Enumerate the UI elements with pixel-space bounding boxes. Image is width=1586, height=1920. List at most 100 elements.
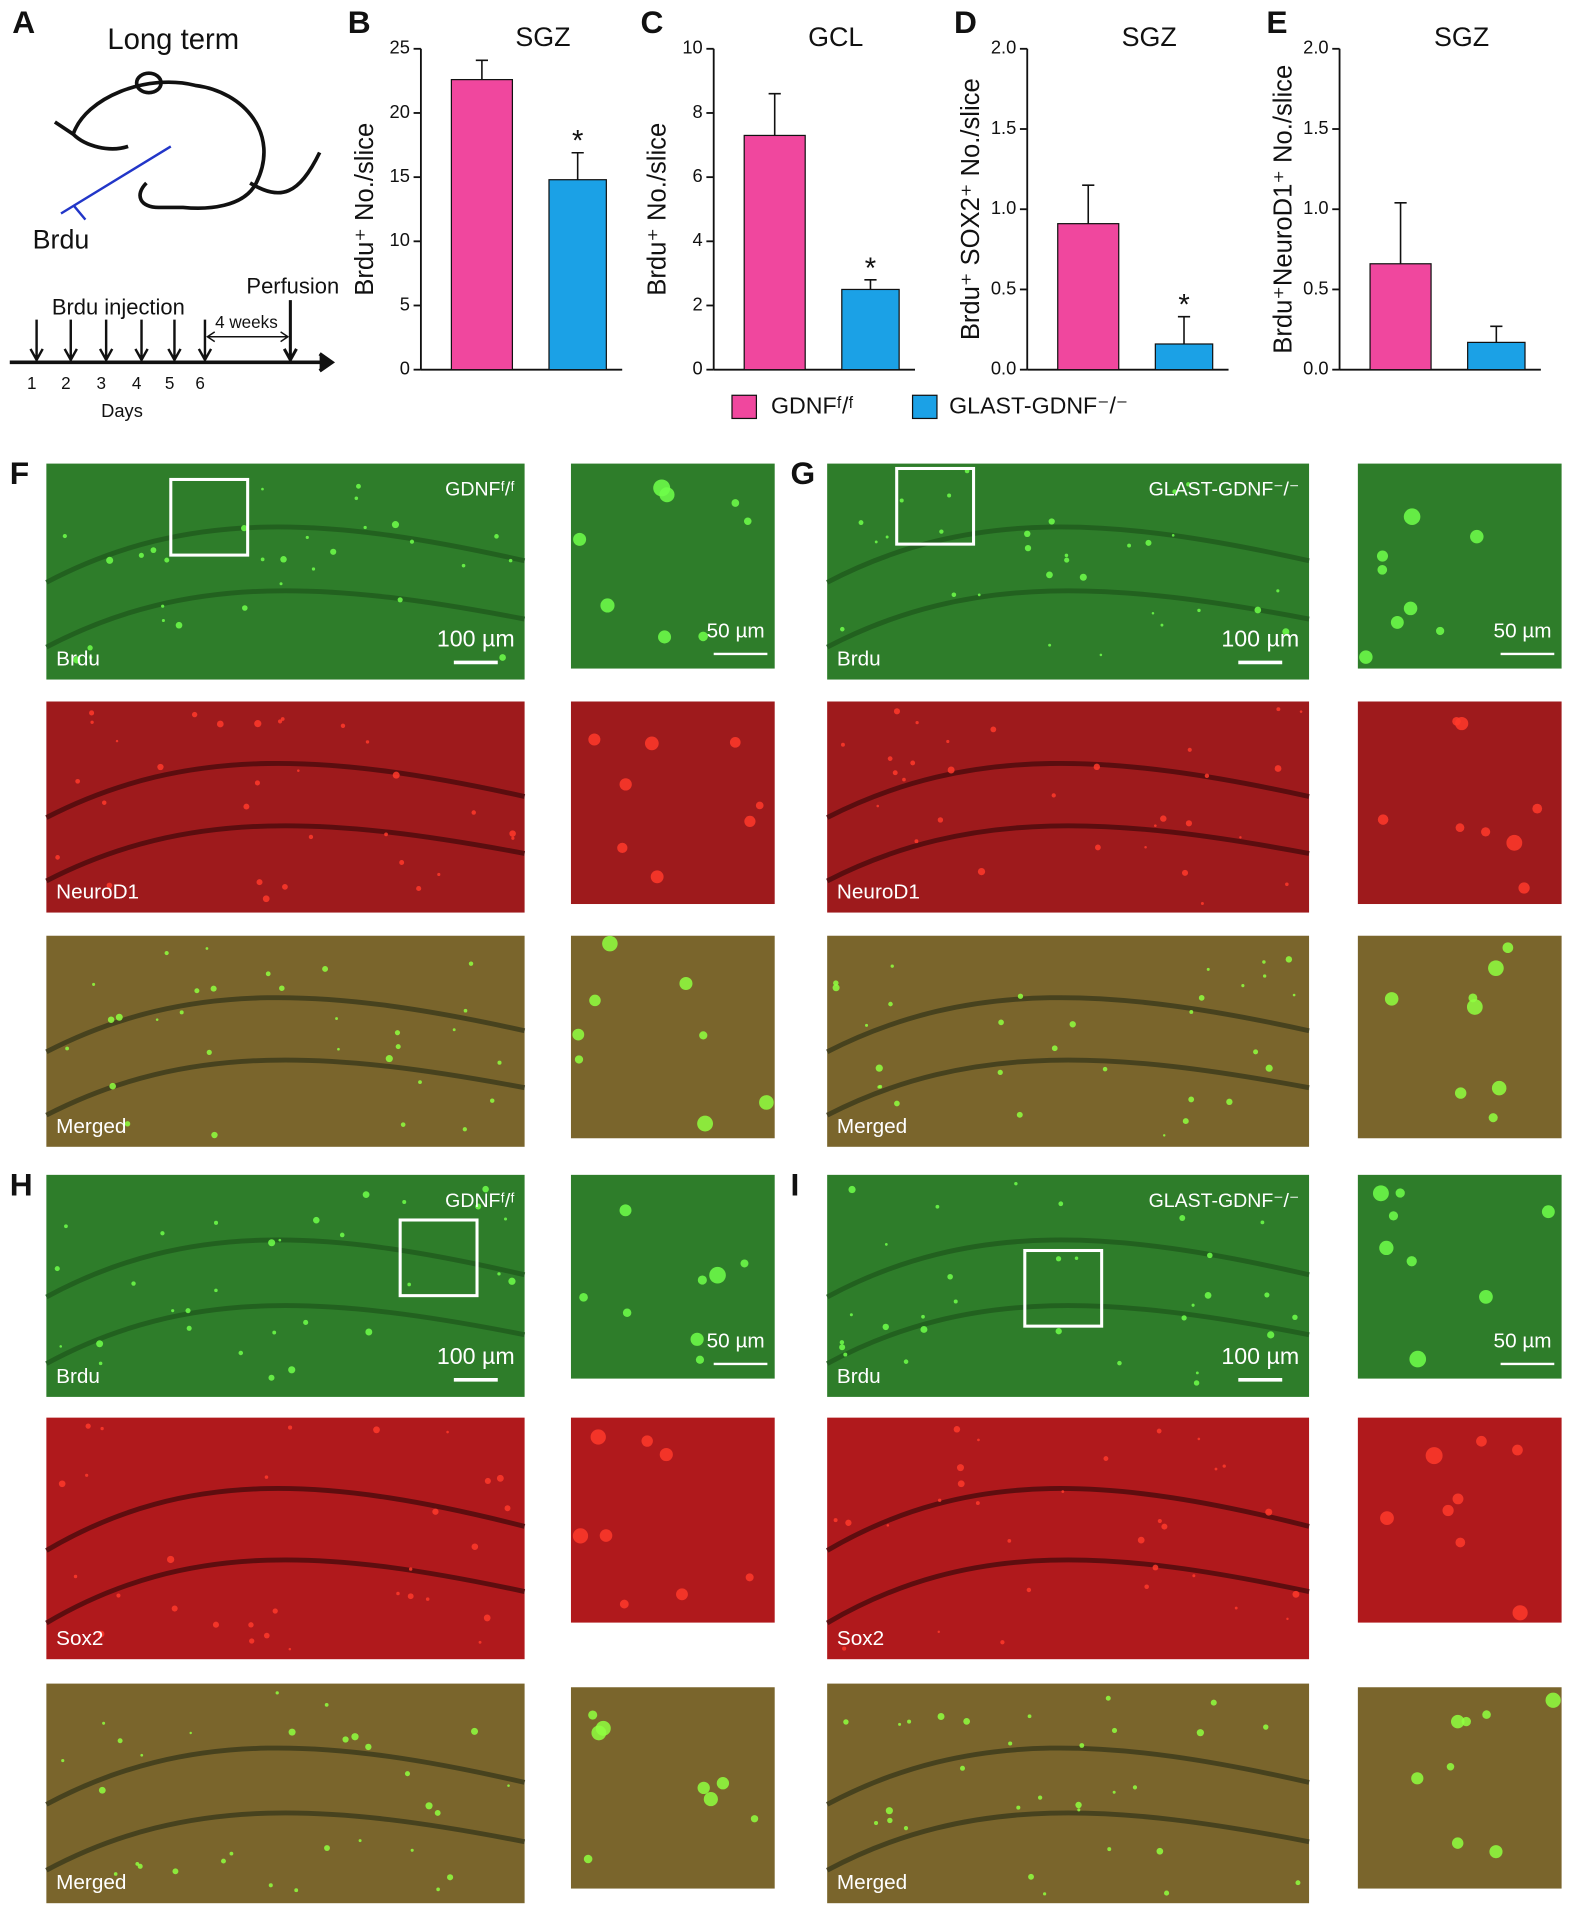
cell-spot <box>1075 1801 1082 1809</box>
cell-spot <box>212 1621 219 1628</box>
day-label: 2 <box>61 374 71 393</box>
cell-spot <box>471 1543 479 1551</box>
cell-spot <box>268 1883 273 1888</box>
interval-label: 4 weeks <box>215 313 278 332</box>
cell-spot <box>1214 1467 1218 1471</box>
cell-spot <box>140 1753 144 1757</box>
cell-spot <box>876 804 880 808</box>
significance: * <box>572 125 583 158</box>
cell-spot <box>106 556 114 564</box>
cell-spot <box>1264 1292 1270 1298</box>
error-bar <box>768 92 781 136</box>
micrograph <box>827 701 1310 913</box>
cell-spot <box>365 1328 373 1336</box>
cell-spot <box>497 1060 502 1065</box>
micrograph <box>570 1417 775 1623</box>
panel-label: E <box>1266 4 1287 40</box>
cell-spot <box>447 1874 454 1881</box>
cell-spot <box>910 760 916 766</box>
y-tick-label: 0.0 <box>1303 357 1328 378</box>
cell-spot <box>839 1344 846 1351</box>
cell-spot <box>335 1017 338 1020</box>
cell-spot <box>894 1100 900 1107</box>
cell-spot <box>1187 747 1192 752</box>
cell-spot <box>1161 1523 1168 1530</box>
cell-layer <box>45 1486 526 1553</box>
cell-spot <box>1195 1371 1199 1375</box>
cell-spot <box>54 1266 60 1272</box>
cell-spot <box>272 1608 278 1614</box>
cell-spot <box>394 1030 401 1036</box>
cell-spot <box>73 656 81 664</box>
bar <box>450 78 514 371</box>
perfusion-arrow <box>282 300 298 364</box>
cell-spot <box>311 567 316 571</box>
cell-spot <box>1064 557 1070 563</box>
cell-spot <box>1144 845 1147 849</box>
cell-spot <box>482 1185 489 1193</box>
error-bar <box>864 279 877 290</box>
cell-spot <box>98 1786 106 1794</box>
micrograph <box>1357 935 1562 1139</box>
bar <box>743 134 806 371</box>
y-axis-label: Brdu⁺ SOX2⁺ No./slice <box>957 78 985 340</box>
cell-spot <box>461 563 466 568</box>
cell-spot <box>164 557 170 563</box>
cell-spot <box>579 1293 588 1302</box>
injection-arrow <box>167 319 182 363</box>
cell-spot <box>1027 1714 1032 1719</box>
cell-spot <box>676 1588 688 1601</box>
cell-spot <box>878 1084 883 1089</box>
cell-spot <box>935 1204 940 1209</box>
significance: * <box>865 252 876 285</box>
cell-spot <box>1295 1880 1301 1886</box>
cell-spot <box>1079 1743 1085 1748</box>
scale-label: 50 µm <box>707 1329 765 1352</box>
cell-spot <box>892 770 898 776</box>
cell-spot <box>115 739 119 743</box>
cell-spot <box>573 532 587 546</box>
cell-spot <box>1282 628 1290 636</box>
cell-spot <box>1099 653 1103 657</box>
cell-spot <box>1172 489 1178 495</box>
scale-label: 100 µm <box>1221 626 1299 652</box>
cell-spot <box>1132 1785 1138 1790</box>
cell-spot <box>277 719 283 724</box>
channel-label: NeuroD1 <box>837 881 920 904</box>
cell-spot <box>113 1872 118 1876</box>
cell-spot <box>1028 1873 1034 1880</box>
cell-spot <box>1403 601 1418 616</box>
cell-spot <box>1532 803 1543 814</box>
cell-spot <box>1055 1328 1062 1335</box>
cell-spot <box>478 1640 482 1644</box>
cell-spot <box>330 548 337 555</box>
cell-spot <box>1253 1049 1259 1055</box>
cell-spot <box>416 885 422 892</box>
y-tick-label: 2.0 <box>1303 37 1328 58</box>
cell-spot <box>885 535 889 539</box>
cell-spot <box>572 1028 585 1041</box>
micrograph <box>46 1174 525 1397</box>
cell-spot <box>882 1323 889 1331</box>
cell-spot <box>1024 544 1032 552</box>
cell-spot <box>953 1426 961 1433</box>
cell-spot <box>396 1591 400 1596</box>
genotype-label: GLAST-GDNF⁻/⁻ <box>1149 479 1300 501</box>
cell-spot <box>1191 1303 1195 1307</box>
micrograph <box>827 1417 1310 1660</box>
cell-layer <box>45 1810 526 1873</box>
cell-spot <box>1144 1584 1149 1590</box>
cell-spot <box>339 1232 345 1238</box>
scale-label: 100 µm <box>437 626 515 652</box>
cell-spot <box>1051 793 1056 798</box>
cell-spot <box>256 879 263 886</box>
cell-spot <box>1455 823 1465 833</box>
cell-spot <box>164 950 169 956</box>
cell-spot <box>1117 1360 1122 1366</box>
bar <box>1057 223 1120 371</box>
cell-spot <box>1267 1331 1275 1339</box>
cell-spot <box>588 1710 598 1720</box>
cell-layer <box>826 760 1310 820</box>
micrograph <box>46 701 525 913</box>
cell-spot <box>1107 1847 1112 1852</box>
